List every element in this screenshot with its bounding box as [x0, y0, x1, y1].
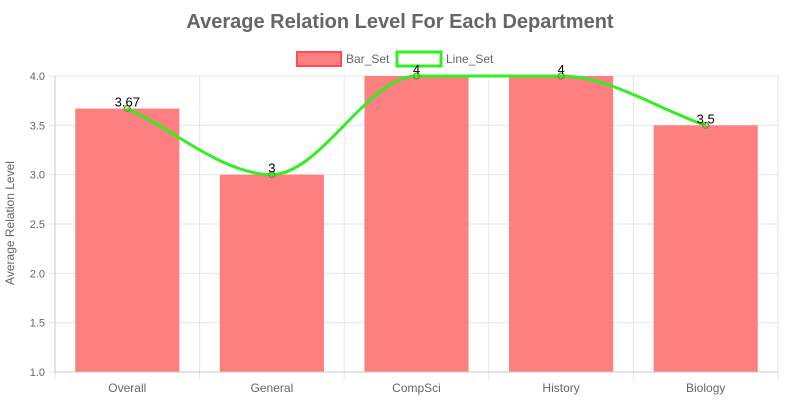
bar-biology[interactable]	[653, 125, 758, 372]
line-point-general[interactable]	[268, 171, 276, 179]
axes-layer: 1.0 1.5 2.0 2.5 3.0 3.5 4.0 Overall General CompS…	[30, 71, 778, 395]
legend-swatch-line-set[interactable]	[395, 50, 443, 68]
data-label: 3.5	[697, 111, 715, 126]
bar-general[interactable]	[219, 174, 324, 372]
y-tick-label: 3.5	[30, 120, 45, 132]
data-label: 4	[557, 62, 564, 77]
data-label: 4	[413, 62, 420, 77]
data-label: 3.67	[115, 95, 140, 110]
line-point-biology[interactable]	[702, 121, 710, 129]
data-label: 3	[268, 161, 275, 176]
y-tick-label: 3.0	[30, 170, 45, 182]
line-series-line-set[interactable]	[126, 74, 707, 177]
y-tick-label: 4.0	[30, 71, 45, 83]
y-tick-label: 2.5	[30, 219, 45, 231]
x-tick-label: CompSci	[392, 381, 441, 395]
legend-label-line-set[interactable]: Line_Set	[446, 52, 494, 66]
y-tick-label: 1.5	[30, 318, 45, 330]
x-tick-label: Biology	[686, 381, 725, 395]
line-point-overall[interactable]	[123, 105, 131, 113]
x-tick-label: Overall	[108, 381, 146, 395]
x-tick-label: General	[251, 381, 294, 395]
y-tick-label: 1.0	[30, 367, 45, 379]
bar-history[interactable]	[509, 76, 614, 372]
bars-layer	[75, 76, 758, 372]
legend-swatch-bar-set[interactable]	[296, 51, 342, 67]
bar-compsci[interactable]	[364, 76, 469, 372]
x-tick-label: History	[542, 381, 579, 395]
line-point-history[interactable]	[557, 72, 565, 80]
line-point-compsci[interactable]	[413, 72, 420, 80]
chart-legend: Bar_Set Line_Set	[296, 50, 494, 68]
line-layer	[123, 72, 710, 179]
data-labels-layer: 3.67 3 4 4 3.5	[115, 62, 715, 176]
y-tick-label: 2.0	[30, 268, 45, 280]
y-axis-label: Average Relation Level	[3, 161, 17, 285]
chart-title: Average Relation Level For Each Departme…	[186, 11, 614, 33]
bar-overall[interactable]	[75, 108, 180, 372]
legend-label-bar-set[interactable]: Bar_Set	[346, 52, 390, 66]
